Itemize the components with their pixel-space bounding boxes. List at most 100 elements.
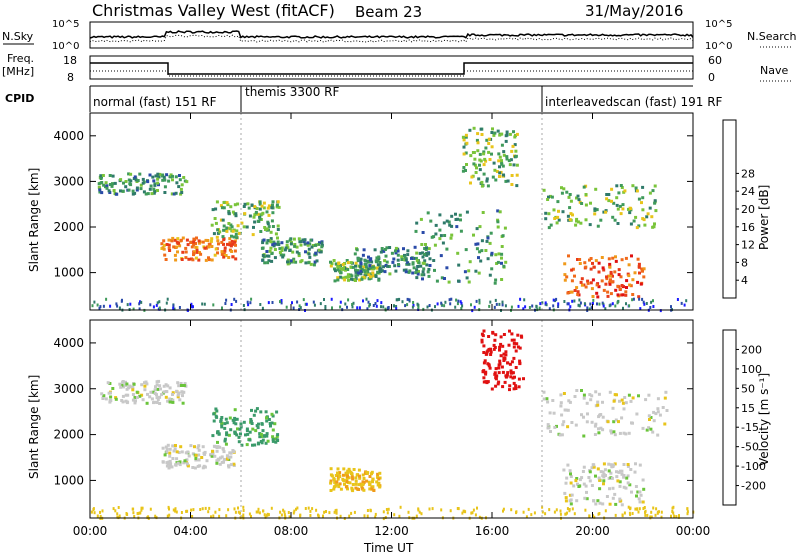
power-cell [634, 186, 638, 190]
power-cell [320, 241, 324, 245]
velocity-cell [102, 394, 106, 398]
power-cell [146, 180, 150, 184]
power-cell [230, 225, 234, 229]
velocity-cell [131, 398, 135, 402]
power-cell [162, 175, 166, 179]
power-ground-cell [622, 306, 624, 310]
power-cell [579, 280, 583, 284]
velocity-ground-cell [90, 510, 93, 514]
velocity-cell [249, 419, 253, 423]
velocity-cell [501, 385, 505, 389]
velocity-ground-cell [265, 514, 268, 518]
power-ground-cell [346, 305, 348, 309]
velocity-cell [596, 467, 600, 471]
velocity-cell [228, 416, 232, 420]
power-cell [482, 150, 486, 154]
power-cell [231, 210, 235, 214]
velocity-ground-cell [671, 506, 674, 510]
power-cell [394, 269, 398, 273]
velocity-ground-cell [627, 505, 630, 509]
power-cell [339, 271, 343, 275]
power-cell [508, 132, 512, 136]
velocity-cell [504, 374, 508, 378]
time-tick-label: 12:00 [374, 524, 409, 538]
power-cell [218, 230, 222, 234]
velocity-ground-cell [462, 509, 465, 513]
velocity-ground-cell [293, 509, 296, 513]
power-cell [580, 202, 584, 205]
power-cell [119, 189, 122, 193]
power-cell [486, 184, 490, 188]
power-cell [602, 288, 606, 292]
power-heatmap [91, 126, 688, 313]
power-cell [418, 251, 422, 255]
power-cell [434, 223, 438, 227]
velocity-cell [219, 456, 222, 460]
power-cell [264, 228, 267, 231]
power-cell [583, 261, 587, 265]
velocity-cell [367, 480, 371, 484]
power-cell [209, 239, 213, 243]
power-cell [602, 210, 606, 214]
power-cell [635, 189, 639, 193]
power-cell [107, 189, 111, 193]
velocity-cell [647, 393, 651, 397]
velocity-cell [222, 457, 226, 461]
power-cell [425, 246, 428, 250]
power-cell [336, 268, 340, 272]
power-ground-cell [250, 297, 253, 301]
velocity-cell [185, 458, 189, 462]
velocity-cell [270, 412, 274, 416]
power-cell [576, 290, 580, 294]
power-cell [252, 225, 255, 229]
power-cell [595, 283, 599, 287]
power-cell [299, 243, 303, 247]
power-cell [297, 252, 301, 256]
power-ground-cell [365, 297, 368, 301]
velocity-cell [596, 499, 600, 503]
power-cell [185, 180, 189, 184]
power-cell [162, 239, 166, 243]
power-ground-cell [434, 305, 436, 309]
power-cell [307, 247, 311, 251]
power-cell [456, 251, 460, 255]
time-tick-label: 16:00 [475, 524, 510, 538]
velocity-range-tick-label: 2000 [53, 428, 84, 442]
power-cell [229, 205, 233, 209]
power-cell [364, 265, 368, 269]
velocity-cell [218, 445, 222, 449]
velocity-cell [634, 462, 637, 466]
power-colorbar-tick-label: 12 [741, 239, 755, 252]
power-cell [491, 127, 494, 131]
power-cell [294, 260, 298, 264]
power-ground-cell [676, 298, 679, 301]
power-cell [358, 278, 362, 282]
power-cell [462, 152, 466, 156]
power-cell [438, 228, 442, 232]
velocity-cell [159, 387, 162, 391]
velocity-cell [368, 487, 372, 491]
power-cell [229, 244, 233, 248]
power-ground-cell [330, 297, 333, 301]
power-cell [458, 213, 462, 217]
power-colorbar-tick-label: 24 [741, 185, 755, 198]
velocity-cell [346, 471, 349, 475]
velocity-cell [607, 462, 611, 466]
velocity-cell [342, 467, 346, 471]
power-cell [361, 253, 365, 257]
power-cell [154, 174, 158, 178]
power-ground-cell [577, 303, 580, 307]
velocity-cell [121, 385, 125, 389]
velocity-cell [482, 361, 486, 365]
power-cell [184, 246, 188, 250]
velocity-ground-cell [449, 509, 452, 513]
power-cell [315, 259, 319, 263]
power-cell [552, 208, 556, 212]
power-cell [367, 260, 371, 264]
power-cell [547, 195, 550, 199]
power-ground-cell [683, 303, 686, 307]
power-cell [215, 200, 219, 204]
velocity-cell [133, 401, 137, 405]
